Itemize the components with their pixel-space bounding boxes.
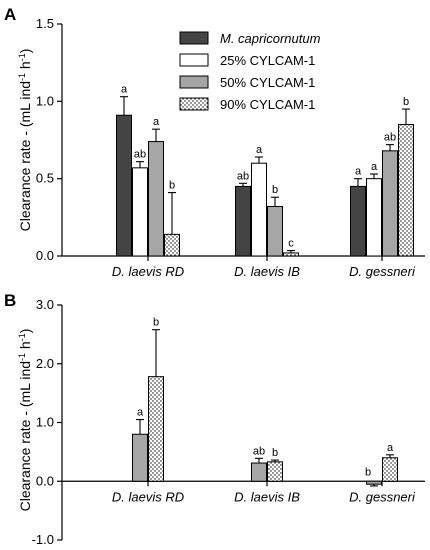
y-tick-label-a: 0.5 <box>36 171 54 186</box>
panel-a: A Clearance rate - (mL ind-1 h-1) 0.0 0.5… <box>4 5 425 279</box>
bar-b <box>148 376 164 482</box>
bar-a <box>251 162 267 257</box>
bar-a <box>366 178 382 257</box>
legend-label: 25% CYLCAM-1 <box>220 53 315 68</box>
bar-b <box>366 480 382 485</box>
bar-a <box>350 185 366 257</box>
bar-a <box>132 167 148 257</box>
panel-letter-a: A <box>4 5 16 24</box>
legend-label: M. capricornutum <box>220 31 321 46</box>
y-tick-label-b: 3.0 <box>36 297 54 312</box>
bar-a <box>164 233 180 257</box>
bar-a <box>116 114 132 257</box>
y-tick-label-a: 0.0 <box>36 248 54 263</box>
category-label-a: D. laevis IB <box>234 264 300 279</box>
significance-label-a: ab <box>237 170 249 182</box>
y-tick-label-b: 1.0 <box>36 415 54 430</box>
y-tick-label-a: 1.0 <box>36 93 54 108</box>
y-tick-label-a: 1.5 <box>36 16 54 31</box>
significance-label-b: ab <box>253 445 265 457</box>
bar-b <box>251 462 267 482</box>
significance-label-b: b <box>365 466 371 478</box>
category-label-a: D. laevis RD <box>112 264 184 279</box>
significance-label-b: b <box>272 447 278 459</box>
significance-label-a: a <box>355 166 362 178</box>
significance-label-a: b <box>403 96 409 108</box>
legend-swatch <box>179 75 209 89</box>
significance-label-a: ab <box>384 132 396 144</box>
category-label-a: D. gessneri <box>349 264 416 279</box>
bar-a <box>267 206 283 257</box>
legend-label: 90% CYLCAM-1 <box>220 97 315 112</box>
y-tick-label-b: 2.0 <box>36 356 54 371</box>
panel-letter-b: B <box>4 291 16 310</box>
significance-label-b: a <box>387 442 394 454</box>
category-label-b: D. gessneri <box>349 489 416 504</box>
bar-a <box>398 124 414 257</box>
significance-label-a: a <box>121 84 128 96</box>
y-axis-label-b: Clearance rate - (mL ind-1 h-1) <box>17 329 33 512</box>
bar-a <box>148 141 164 257</box>
category-label-b: D. laevis IB <box>234 489 300 504</box>
legend: M. capricornutum 25% CYLCAM-1 50% CYLCAM-1… <box>179 31 321 112</box>
bar-a <box>235 185 251 257</box>
bar-a <box>283 252 299 257</box>
bar-b <box>267 461 283 482</box>
y-tick-label-b: 0.0 <box>36 473 54 488</box>
significance-label-a: b <box>272 184 278 196</box>
category-label-b: D. laevis RD <box>112 489 184 504</box>
significance-label-a: a <box>371 161 378 173</box>
bar-b <box>132 433 148 482</box>
legend-label: 50% CYLCAM-1 <box>220 75 315 90</box>
y-axis-label-a: Clearance rate - (mL ind-1 h-1) <box>17 49 33 232</box>
legend-swatch <box>179 31 209 45</box>
significance-label-a: a <box>256 144 263 156</box>
panel-b: B Clearance rate - (mL ind-1 h-1) -1.0 0.… <box>4 291 425 547</box>
legend-swatch <box>179 97 209 111</box>
y-tick-label-b: -1.0 <box>32 532 54 547</box>
bar-a <box>382 150 398 257</box>
significance-label-b: b <box>153 317 159 329</box>
axes-b: -1.0 0.0 1.0 2.0 3.0 D. laevis RD D. laevis IB… <box>32 297 425 547</box>
significance-label-a: ab <box>134 149 146 161</box>
significance-label-b: a <box>137 407 144 419</box>
significance-label-a: c <box>288 238 294 250</box>
significance-label-a: b <box>169 180 175 192</box>
legend-swatch <box>179 53 209 67</box>
bar-b <box>382 457 398 482</box>
significance-label-a: a <box>153 116 160 128</box>
